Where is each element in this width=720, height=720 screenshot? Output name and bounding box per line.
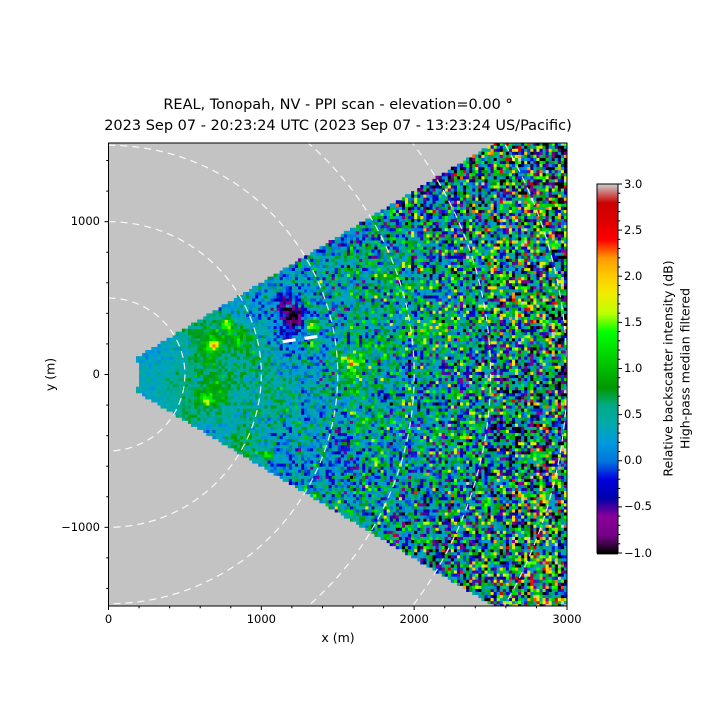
y-tick-label: 1000 bbox=[70, 214, 100, 229]
x-tick-label: 1000 bbox=[246, 612, 276, 626]
colorbar-tick-label: 2.5 bbox=[624, 222, 643, 237]
colorbar-tick-label: −1.0 bbox=[624, 545, 652, 560]
colorbar-label-line2: High-pass median filtered bbox=[677, 287, 692, 450]
colorbar-tick-label: −0.5 bbox=[624, 499, 652, 514]
colorbar-tick-label: 0.5 bbox=[624, 407, 643, 422]
plot-title: REAL, Tonopah, NV - PPI scan - elevation… bbox=[163, 97, 513, 113]
colorbar-tick-label: 3.0 bbox=[624, 176, 643, 191]
colorbar-tick-label: 0.0 bbox=[624, 453, 643, 468]
colorbar-label-line1: Relative backscatter intensity (dB) bbox=[660, 260, 676, 477]
y-tick-label: −1000 bbox=[61, 519, 100, 534]
plot-subtitle: 2023 Sep 07 - 20:23:24 UTC (2023 Sep 07 … bbox=[104, 118, 572, 134]
colorbar-tick-label: 1.5 bbox=[624, 314, 643, 329]
colorbar-label: Relative backscatter intensity (dB) High… bbox=[661, 159, 694, 579]
colorbar-tick-label: 2.0 bbox=[624, 268, 643, 283]
x-tick-label: 0 bbox=[104, 612, 113, 626]
x-tick-label: 3000 bbox=[552, 612, 582, 626]
colorbar-tick-label: 1.0 bbox=[624, 361, 643, 375]
y-tick-label: 0 bbox=[92, 367, 100, 381]
x-tick-label: 2000 bbox=[399, 612, 429, 626]
x-axis-label: x (m) bbox=[321, 630, 355, 645]
